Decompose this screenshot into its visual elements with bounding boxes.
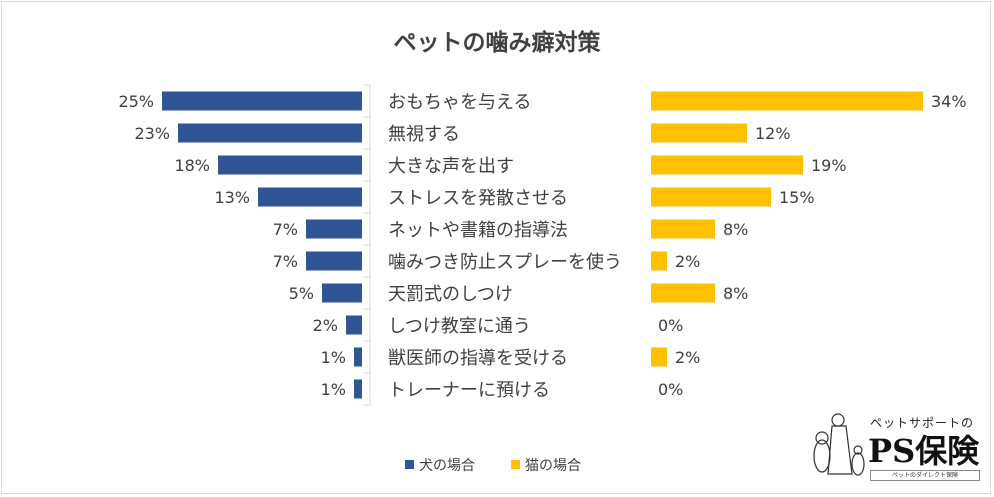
bar-dog-7: [346, 315, 362, 335]
pet-owner-illustration-icon: [813, 413, 865, 476]
bar-dog-9: [354, 379, 362, 399]
data-label-dog-4: 7%: [273, 220, 298, 239]
data-label-cat-9: 0%: [658, 380, 683, 399]
bar-cat-2: [651, 155, 803, 175]
category-label-7: しつけ教室に通う: [388, 316, 531, 337]
data-label-cat-2: 19%: [811, 156, 847, 175]
data-label-dog-7: 2%: [313, 316, 338, 335]
data-label-cat-8: 2%: [675, 348, 700, 367]
bar-dog-0: [162, 91, 362, 111]
bar-cat-6: [651, 283, 715, 303]
bar-dog-6: [322, 283, 362, 303]
data-label-dog-6: 5%: [289, 284, 314, 303]
category-label-0: おもちゃを与える: [388, 92, 531, 113]
logo-title: PS保険: [868, 432, 980, 470]
bar-dog-1: [178, 123, 362, 143]
bar-cat-0: [651, 91, 923, 111]
data-label-cat-3: 15%: [779, 188, 815, 207]
data-label-cat-0: 34%: [931, 92, 967, 111]
data-label-dog-9: 1%: [321, 380, 346, 399]
category-label-6: 天罰式のしつけ: [388, 284, 513, 305]
data-label-cat-4: 8%: [723, 220, 748, 239]
data-label-dog-3: 13%: [214, 188, 250, 207]
legend-label-cat: 猫の場合: [525, 458, 581, 474]
bar-dog-5: [306, 251, 362, 271]
data-label-cat-7: 0%: [658, 316, 683, 335]
data-label-dog-1: 23%: [134, 124, 170, 143]
data-label-dog-5: 7%: [273, 252, 298, 271]
bar-dog-3: [258, 187, 362, 207]
bar-cat-4: [651, 219, 715, 239]
data-label-cat-5: 2%: [675, 252, 700, 271]
data-label-dog-0: 25%: [118, 92, 154, 111]
data-label-dog-2: 18%: [174, 156, 210, 175]
chart-title: ペットの噛み癖対策: [394, 29, 602, 56]
category-label-2: 大きな声を出す: [388, 156, 514, 177]
legend-label-dog: 犬の場合: [419, 458, 475, 474]
bar-cat-1: [651, 123, 747, 143]
logo-tagline: ペットのダイレクト保険: [870, 470, 980, 481]
bar-dog-4: [306, 219, 362, 239]
category-label-5: 噛みつき防止スプレーを使う: [388, 252, 622, 273]
category-label-8: 獣医師の指導を受ける: [388, 348, 568, 369]
bar-cat-8: [651, 347, 667, 367]
bar-dog-8: [354, 347, 362, 367]
logo-subtitle: ペットサポートの: [870, 416, 975, 430]
ps-hoken-logo: ペットサポートの PS保険 ペットのダイレクト保険: [812, 408, 982, 486]
category-label-4: ネットや書籍の指導法: [388, 220, 568, 241]
data-label-cat-6: 8%: [723, 284, 748, 303]
category-label-3: ストレスを発散させる: [388, 188, 568, 209]
legend-swatch-dog: [405, 460, 414, 469]
bar-cat-3: [651, 187, 771, 207]
legend-swatch-cat: [511, 460, 520, 469]
category-label-9: トレーナーに預ける: [388, 380, 550, 401]
data-label-dog-8: 1%: [321, 348, 346, 367]
bar-dog-2: [218, 155, 362, 175]
bar-cat-5: [651, 251, 667, 271]
data-label-cat-1: 12%: [755, 124, 791, 143]
category-label-1: 無視する: [388, 124, 460, 145]
